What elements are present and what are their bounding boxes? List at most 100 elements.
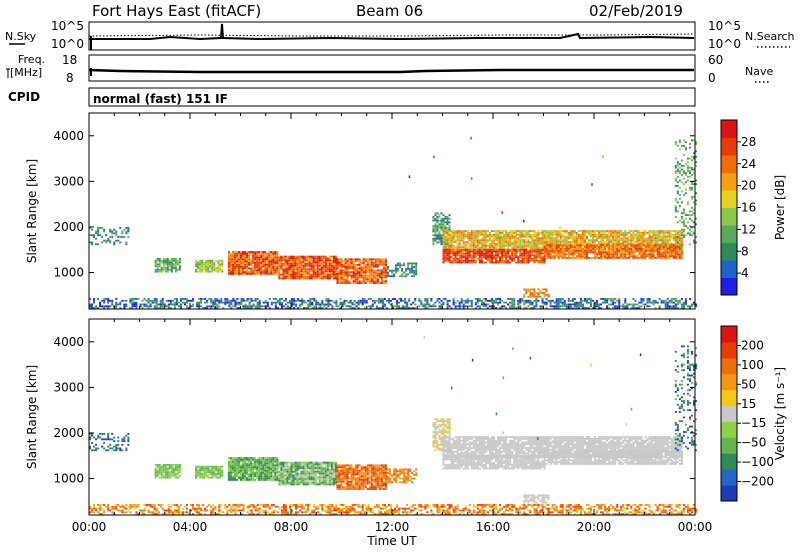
power-echo-cell xyxy=(478,305,481,308)
power-echo-cell xyxy=(310,270,313,273)
power-echo-cell xyxy=(264,262,267,264)
power-echo-cell xyxy=(349,305,352,308)
power-echo-cell xyxy=(688,170,691,173)
power-echo-cell xyxy=(233,252,236,255)
power-echo-cell xyxy=(145,305,148,308)
power-echo-cell xyxy=(239,254,243,257)
velocity-echo-cell xyxy=(95,438,98,441)
power-echo-cell xyxy=(291,303,294,306)
power-echo-cell xyxy=(533,292,536,294)
power-echo-cell xyxy=(531,259,534,262)
power-echo-cell xyxy=(513,259,516,262)
power-echo-cell xyxy=(414,299,417,302)
power-echo-cell xyxy=(354,280,357,283)
power-echo-cell xyxy=(602,298,605,300)
power-echo-cell xyxy=(456,230,459,232)
power-echo-cell xyxy=(585,237,588,240)
power-echo-cell xyxy=(618,255,621,258)
power-echo-cell xyxy=(366,269,369,272)
power-echo-cell xyxy=(541,248,544,251)
power-echo-cell xyxy=(624,249,627,252)
power-echo-cell xyxy=(692,212,695,215)
power-echo-cell xyxy=(480,259,483,262)
power-echo-cell xyxy=(537,237,540,240)
power-echo-cell xyxy=(642,239,645,242)
power-echo-cell xyxy=(549,230,552,232)
power-echo-cell xyxy=(319,305,322,308)
power-echo-cell xyxy=(499,233,502,236)
power-echo-cell xyxy=(501,261,504,264)
power-echo-cell xyxy=(470,259,473,262)
power-echo-cell xyxy=(276,271,279,273)
power-echo-cell xyxy=(323,303,326,306)
power-echo-cell xyxy=(678,163,681,165)
power-echo-cell xyxy=(682,303,685,306)
power-echo-cell xyxy=(472,242,475,245)
power-echo-cell xyxy=(109,236,112,238)
power-echo-cell xyxy=(187,299,190,302)
power-echo-cell xyxy=(543,288,546,291)
power-echo-cell xyxy=(356,260,359,263)
power-echo-cell xyxy=(559,231,562,234)
power-echo-cell xyxy=(648,235,651,238)
power-echo-cell xyxy=(336,271,339,273)
power-echo-cell xyxy=(682,236,685,238)
power-echo-cell xyxy=(167,305,170,308)
power-echo-cell xyxy=(406,307,409,309)
power-echo-cell xyxy=(513,231,516,234)
power-echo-cell xyxy=(594,246,597,248)
power-echo-cell xyxy=(444,257,447,260)
power-echo-cell xyxy=(614,307,617,309)
power-echo-cell xyxy=(668,257,671,259)
power-echo-cell xyxy=(662,255,665,258)
power-echo-cell xyxy=(589,230,592,232)
power-echo-cell xyxy=(563,244,566,247)
power-echo-cell xyxy=(274,305,277,308)
power-echo-cell xyxy=(505,307,508,309)
power-echo-cell xyxy=(610,255,613,258)
power-echo-cell xyxy=(318,275,321,278)
power-echo-cell xyxy=(376,274,379,277)
power-echo-cell xyxy=(438,223,441,226)
power-echo-cell xyxy=(511,241,514,243)
power-echo-cell xyxy=(237,252,240,255)
power-echo-cell xyxy=(89,298,92,300)
power-echo-cell xyxy=(557,233,560,236)
power-echo-cell xyxy=(346,260,349,263)
power-echo-cell xyxy=(356,278,359,281)
power-echo-cell xyxy=(350,271,353,273)
power-echo-cell xyxy=(493,233,496,236)
power-echo-cell xyxy=(278,303,281,306)
power-echo-cell xyxy=(444,248,447,251)
power-echo-cell xyxy=(374,280,377,283)
power-echo-cell xyxy=(440,307,443,309)
power-echo-cell xyxy=(674,239,677,242)
power-echo-cell xyxy=(290,268,293,271)
power-echo-cell xyxy=(268,262,271,264)
power-echo-cell xyxy=(493,244,496,247)
power-echo-cell xyxy=(438,236,441,238)
y-tick-label: 1000 xyxy=(53,266,84,280)
power-echo-cell xyxy=(462,259,465,262)
power-echo-cell xyxy=(670,242,673,245)
power-echo-cell xyxy=(688,157,691,160)
power-echo-cell xyxy=(511,246,514,249)
power-echo-cell xyxy=(610,239,613,242)
power-echo-cell xyxy=(571,249,574,252)
power-echo-cell xyxy=(608,235,611,238)
power-echo-cell xyxy=(454,261,457,264)
power-echo-cell xyxy=(306,255,309,258)
power-echo-cell xyxy=(308,257,311,260)
power-echo-cell xyxy=(280,261,283,263)
power-echo-cell xyxy=(280,264,283,267)
power-echo-cell xyxy=(678,141,681,144)
power-echo-cell xyxy=(640,299,643,302)
power-echo-cell xyxy=(258,271,261,273)
power-echo-cell xyxy=(276,307,279,309)
power-echo-cell xyxy=(567,249,570,252)
power-echo-cell xyxy=(579,255,582,258)
power-echo-cell xyxy=(163,303,166,306)
power-echo-cell xyxy=(332,277,335,280)
power-echo-cell xyxy=(567,244,570,247)
